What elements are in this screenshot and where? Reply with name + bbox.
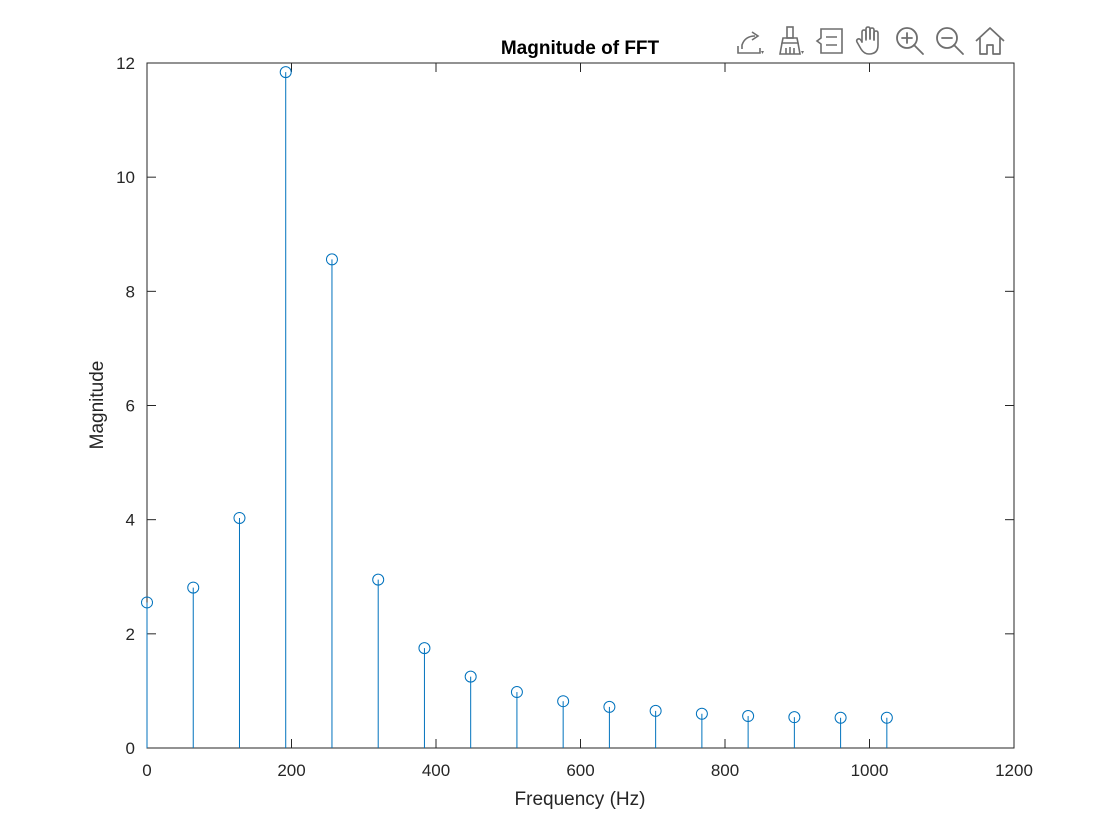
stem-marker[interactable]	[649, 704, 662, 717]
stem-marker[interactable]	[880, 711, 893, 724]
chart-title: Magnitude of FFT	[501, 38, 660, 59]
zoom-in-icon	[896, 27, 924, 55]
x-tick-label: 800	[711, 761, 739, 780]
stem-marker[interactable]	[603, 700, 616, 713]
x-axis-label: Frequency (Hz)	[515, 789, 646, 810]
plot-area[interactable]: 0 200 400 600 800 1000 1200 0 2 4 6 8 10 12	[116, 54, 1033, 780]
brush-button[interactable]	[772, 23, 808, 59]
stem-marker[interactable]	[695, 707, 708, 720]
x-tick-label: 200	[277, 761, 305, 780]
y-axis-label: Magnitude	[87, 361, 108, 450]
home-button[interactable]	[972, 23, 1008, 59]
x-tick-label: 400	[422, 761, 450, 780]
stem-marker[interactable]	[510, 686, 523, 699]
brush-icon	[779, 26, 804, 55]
home-icon	[975, 27, 1005, 55]
pan-button[interactable]	[852, 23, 888, 59]
zoom-in-button[interactable]	[892, 23, 928, 59]
stem-marker[interactable]	[141, 596, 153, 609]
stem-marker[interactable]	[742, 710, 755, 723]
data-tips-icon	[815, 28, 843, 54]
y-tick-label: 8	[126, 282, 135, 301]
stem-marker[interactable]	[834, 711, 847, 724]
y-tick-label: 12	[116, 54, 135, 73]
export-icon	[737, 31, 764, 54]
x-tick-label: 1000	[851, 761, 889, 780]
stem-marker[interactable]	[279, 66, 292, 79]
y-tick-label: 4	[126, 511, 135, 530]
x-tick-label: 600	[566, 761, 594, 780]
x-tick-label: 0	[142, 761, 151, 780]
axes-toolbar	[732, 22, 1008, 60]
zoom-out-button[interactable]	[932, 23, 968, 59]
stem-marker[interactable]	[464, 670, 477, 683]
stem-marker[interactable]	[418, 642, 431, 655]
stem-marker[interactable]	[788, 711, 801, 724]
stem-marker[interactable]	[557, 695, 570, 708]
stem-marker[interactable]	[233, 511, 246, 524]
stem-marker[interactable]	[187, 581, 200, 594]
y-tick-label: 0	[126, 739, 135, 758]
y-tick-label: 10	[116, 168, 135, 187]
pan-hand-icon	[855, 26, 879, 55]
x-tick-label: 1200	[995, 761, 1033, 780]
zoom-out-icon	[936, 27, 964, 55]
y-tick-label: 6	[126, 397, 135, 416]
stem-marker[interactable]	[325, 253, 338, 266]
stem-marker[interactable]	[372, 573, 385, 586]
export-button[interactable]	[732, 23, 768, 59]
data-tips-button[interactable]	[812, 23, 848, 59]
y-tick-label: 2	[126, 625, 135, 644]
